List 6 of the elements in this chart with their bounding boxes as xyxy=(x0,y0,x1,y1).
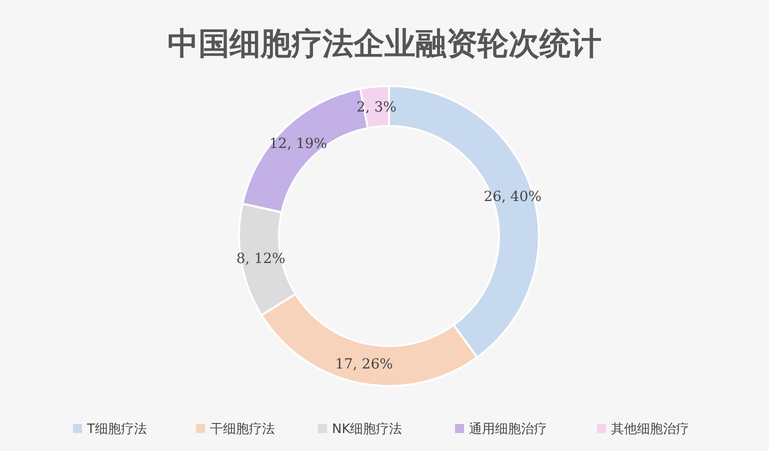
title: 中国细胞疗法企业融资轮次统计 xyxy=(168,26,602,62)
label: 26, 40% xyxy=(484,188,542,205)
label: 2, 3% xyxy=(356,100,396,116)
label: 8, 12% xyxy=(236,250,286,267)
label: 12, 19% xyxy=(269,136,328,152)
label: 17, 26% xyxy=(335,356,393,373)
